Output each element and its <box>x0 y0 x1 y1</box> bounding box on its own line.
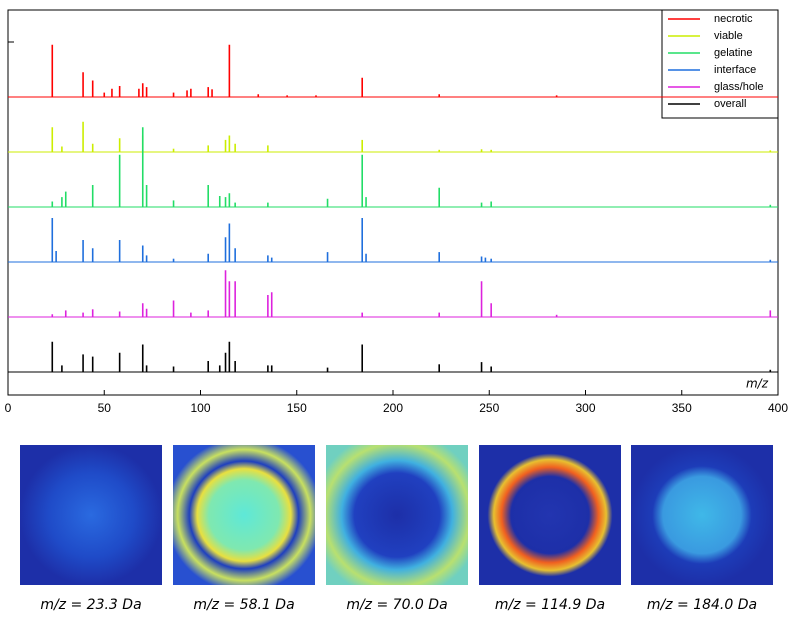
legend: necrotic viable gelatine interface glass/hol… <box>661 9 779 119</box>
ion-image <box>173 445 315 585</box>
legend-label: gelatine <box>714 47 753 59</box>
x-tick-label: 150 <box>287 401 307 415</box>
x-tick-label: 100 <box>190 401 210 415</box>
legend-label: interface <box>714 64 756 76</box>
x-tick-label: 400 <box>768 401 788 415</box>
x-tick-label: 250 <box>479 401 499 415</box>
legend-label: glass/hole <box>714 81 764 93</box>
caption: m/z = 58.1 Da <box>193 597 294 613</box>
legend-label: overall <box>714 98 746 110</box>
ion-image <box>20 445 162 585</box>
caption: m/z = 184.0 Da <box>647 597 757 613</box>
x-tick-label: 350 <box>672 401 692 415</box>
caption: m/z = 70.0 Da <box>346 597 447 613</box>
caption: m/z = 114.9 Da <box>495 597 605 613</box>
ion-image <box>326 445 468 585</box>
ion-image <box>479 445 621 585</box>
x-tick-label: 300 <box>575 401 595 415</box>
x-tick-label: 200 <box>383 401 403 415</box>
legend-box <box>661 9 779 119</box>
x-tick-label: 50 <box>98 401 112 415</box>
legend-label: viable <box>714 30 743 42</box>
x-tick-label: 0 <box>5 401 12 415</box>
legend-label: necrotic <box>714 13 753 25</box>
ion-image <box>631 445 773 585</box>
caption: m/z = 23.3 Da <box>40 597 141 613</box>
x-axis-label: m/z <box>746 377 769 391</box>
